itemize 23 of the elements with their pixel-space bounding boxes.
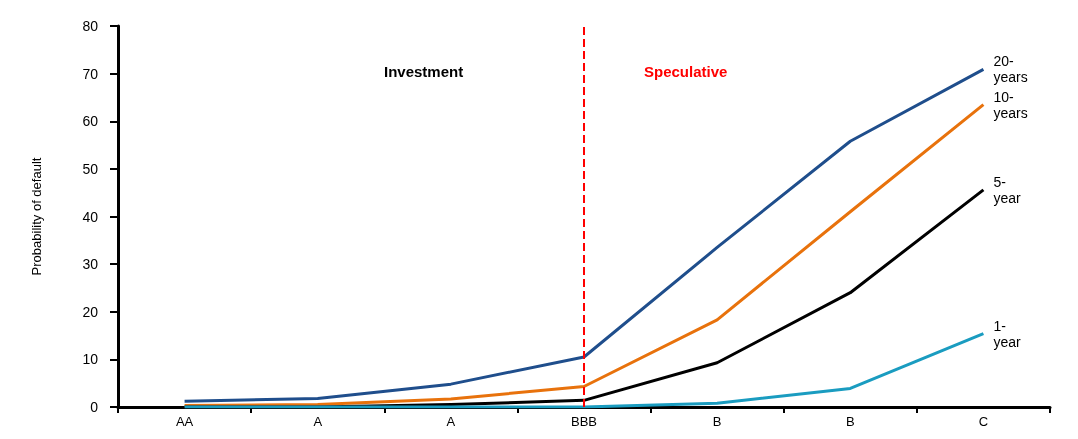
y-tick-label: 60 [82,113,99,130]
y-tick-label: 0 [90,399,99,415]
series-label: 20-years [993,53,1028,86]
annotation: Speculative [644,63,728,80]
series-label: 5-year [993,173,1021,206]
annotation: Investment [384,63,464,80]
y-tick-label: 20 [82,303,99,320]
x-tick-label: A [446,414,456,429]
series-label: 10-years [993,88,1028,121]
y-tick-label: 50 [82,160,99,177]
y-axis-title: Probability of default [29,157,44,276]
y-tick-label: 70 [82,65,99,82]
y-tick-label: 40 [82,208,99,225]
x-tick-label: AA [175,414,194,429]
x-tick-label: A [313,414,323,429]
y-tick-label: 30 [82,256,99,273]
x-tick-label: B [845,414,855,429]
y-tick-label: 80 [82,18,99,34]
y-tick-label: 10 [82,351,99,368]
x-tick-label: B [712,414,722,429]
x-tick-label: BBB [570,414,598,429]
series-label: 1-year [993,317,1021,350]
x-tick-label: C [978,414,989,429]
